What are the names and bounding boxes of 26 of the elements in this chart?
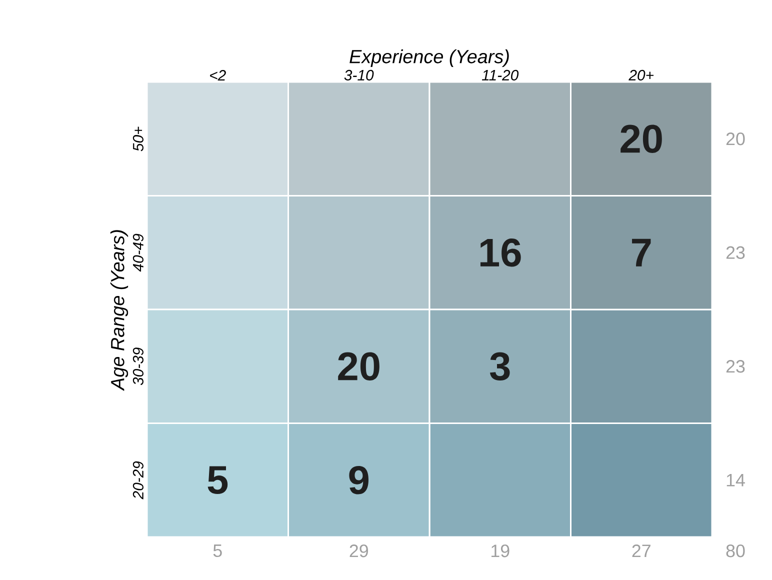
data-label: 5: [208, 466, 228, 494]
y-tick-label: 20-29: [132, 461, 144, 500]
text: 19: [492, 544, 510, 558]
x-tick-label: 11-20: [482, 70, 519, 80]
y-tick-label: 30-39: [132, 348, 144, 386]
text: 80: [726, 544, 745, 558]
text: 29: [350, 544, 368, 558]
y2-tick-label: 23: [726, 360, 745, 373]
y2-tick-label: 14: [726, 474, 745, 486]
data-label: 16: [480, 238, 521, 267]
data-label: 20: [620, 124, 662, 153]
y-axis-title: Age Range (Years): [110, 230, 128, 391]
data-label: 20: [338, 352, 380, 380]
x-tick-label: 3-10: [344, 70, 374, 80]
x-tick-label: <2: [210, 70, 226, 80]
y-tick-label: 50+: [132, 126, 144, 152]
text: 5: [213, 544, 222, 558]
data-label: 7: [632, 238, 651, 266]
x-tick-label: 20+: [628, 70, 654, 80]
data-label: 3: [490, 352, 510, 381]
y2-tick-label: 20: [726, 132, 745, 146]
data-label: 9: [349, 466, 368, 494]
text: 27: [632, 544, 650, 558]
y2-tick-label: 23: [726, 246, 745, 259]
y-tick-label: 40-49: [132, 234, 144, 272]
x-axis-title: Experience (Years): [350, 49, 509, 68]
